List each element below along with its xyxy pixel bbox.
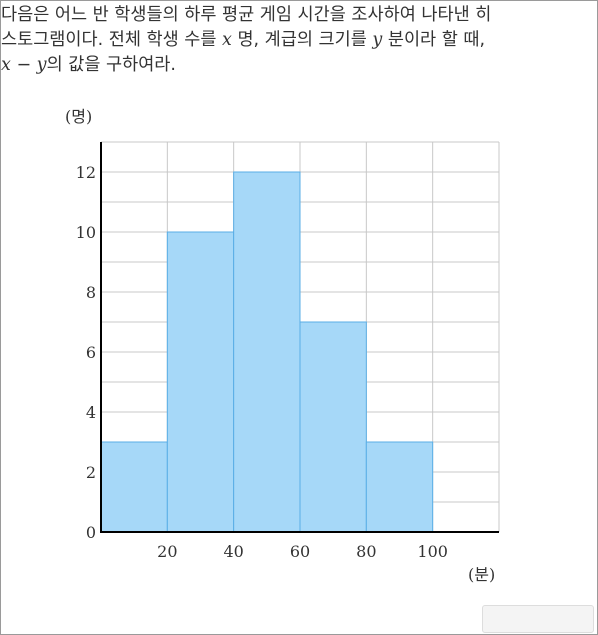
answer-input-box[interactable]: [482, 605, 594, 633]
y-tick-label: 4: [86, 403, 96, 422]
x-tick-label: 20: [157, 542, 177, 561]
histogram-bar: [299, 321, 367, 533]
y-tick-label: 8: [86, 283, 96, 302]
question-line-2: 스토그램이다. 전체 학생 수를 x 명, 계급의 크기를 y 분이라 할 때,: [1, 30, 486, 50]
histogram-bar: [233, 171, 301, 533]
x-tick-label: 100: [417, 542, 448, 561]
tick-labels: 0 2 4 6 8 10 12 20 40 60 80 100: [76, 163, 448, 561]
y-axis-label: (명): [65, 107, 92, 126]
variable-y: y: [372, 30, 383, 50]
y-tick-label: 2: [86, 463, 96, 482]
x-axis-label: (분): [468, 565, 495, 584]
axes: [100, 142, 499, 533]
histogram-bar: [166, 231, 235, 533]
question-line-1: 다음은 어느 반 학생들의 하루 평균 게임 시간을 조사하여 나타낸 히: [1, 5, 492, 25]
question-text: 다음은 어느 반 학생들의 하루 평균 게임 시간을 조사하여 나타낸 히 스토…: [1, 3, 597, 78]
variable-y: y: [36, 55, 47, 75]
x-tick-label: 80: [356, 542, 376, 561]
y-tick-label: 12: [76, 163, 96, 182]
y-tick-label: 10: [76, 223, 96, 242]
histogram-bar: [100, 441, 168, 533]
variable-x: x: [222, 30, 232, 50]
y-tick-label: 0: [86, 523, 96, 542]
histogram-bar: [365, 441, 434, 533]
variable-x: x: [1, 55, 11, 75]
x-tick-label: 40: [223, 542, 243, 561]
question-line-3: x − y의 값을 구하여라.: [1, 55, 176, 75]
x-tick-label: 60: [290, 542, 310, 561]
y-tick-label: 6: [86, 343, 96, 362]
